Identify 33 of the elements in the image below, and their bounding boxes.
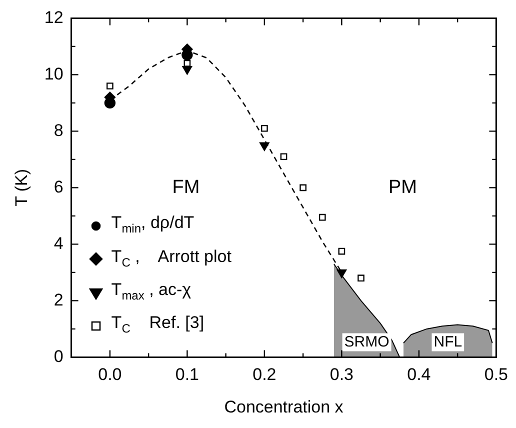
y-axis-title: T (K) — [12, 168, 31, 206]
series-label: NFL — [434, 333, 462, 350]
legend-label: T$_{min}$, dρ/dT — [111, 212, 194, 238]
point — [318, 214, 326, 221]
point — [338, 248, 346, 255]
y-tick-label: 10 — [44, 64, 64, 84]
x-tick-label: 0.4 — [407, 365, 431, 384]
x-axis-title: Concentration x — [224, 397, 344, 416]
point — [106, 82, 114, 90]
y-tick-label: 12 — [44, 8, 64, 27]
x-tick-label: 0.1 — [175, 365, 200, 384]
x-tick-label: 0.5 — [484, 365, 508, 384]
point — [336, 269, 347, 278]
y-tick-label: 2 — [54, 290, 64, 310]
y-tick-label: 6 — [54, 177, 64, 196]
point — [300, 184, 306, 192]
legend-label: T$_{C}$ , Arrott plot — [111, 246, 232, 271]
point — [358, 274, 364, 282]
point — [261, 124, 268, 132]
y-tick-label: 0 — [54, 346, 64, 366]
annotation: PM — [388, 176, 417, 198]
point — [280, 153, 288, 160]
point — [260, 142, 270, 151]
text: T$_{C}$ Ref. [3] — [111, 313, 204, 336]
x-tick-label: 0.0 — [98, 365, 122, 384]
x-tick-label: 0.2 — [252, 365, 276, 384]
y-tick-label: 4 — [54, 234, 64, 253]
y-tick-label: 8 — [54, 120, 64, 140]
x-tick-label: 0.3 — [330, 365, 354, 384]
series-label: SRMO — [344, 333, 390, 350]
annotation: FM — [172, 176, 200, 198]
legend-label: T$_{max}$ , ac-χ — [111, 278, 192, 304]
point — [182, 66, 192, 75]
